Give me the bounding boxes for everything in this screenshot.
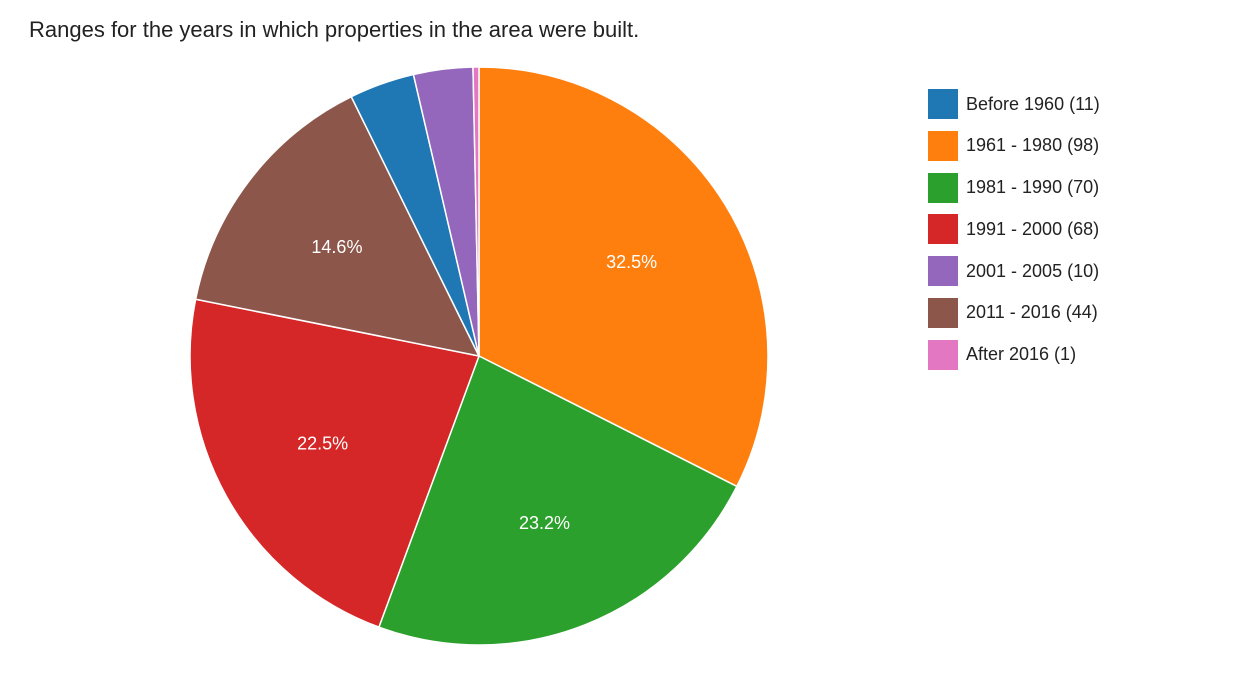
legend-label: 2001 - 2005 (10) bbox=[966, 260, 1100, 281]
pie-slice-labels: 32.5% 23.2% 22.5% 14.6% bbox=[297, 237, 657, 533]
legend-item-1981-1990: 1981 - 1990 (70) bbox=[928, 172, 1100, 203]
legend-swatch bbox=[928, 172, 958, 203]
legend-item-2001-2005: 2001 - 2005 (10) bbox=[928, 256, 1100, 287]
legend-item-1991-2000: 1991 - 2000 (68) bbox=[928, 214, 1100, 245]
legend-swatch bbox=[928, 130, 958, 161]
legend-item-after-2016: After 2016 (1) bbox=[928, 339, 1100, 370]
pie-slice-2011-2016 bbox=[194, 95, 480, 357]
legend-label: Before 1960 (11) bbox=[966, 93, 1100, 114]
pie-slice-label-2011-2016: 14.6% bbox=[311, 237, 362, 257]
legend-swatch bbox=[928, 89, 958, 119]
pie-slices bbox=[189, 66, 769, 646]
legend-swatch bbox=[928, 214, 958, 245]
legend-swatch bbox=[928, 256, 958, 287]
pie-slice-1961-1980 bbox=[478, 66, 769, 488]
pie-slice-after-2016 bbox=[472, 66, 480, 357]
legend-label: 1991 - 2000 (68) bbox=[966, 218, 1100, 239]
pie-slice-1981-1990 bbox=[378, 355, 738, 646]
legend-label: After 2016 (1) bbox=[966, 344, 1077, 365]
legend-label: 1981 - 1990 (70) bbox=[966, 177, 1100, 198]
pie-slice-label-1961-1980: 32.5% bbox=[606, 252, 657, 272]
pie-slice-1991-2000 bbox=[189, 298, 480, 628]
legend-item-before-1960: Before 1960 (11) bbox=[928, 89, 1100, 119]
legend-item-2011-2016: 2011 - 2016 (44) bbox=[928, 297, 1100, 328]
legend-item-1961-1980: 1961 - 1980 (98) bbox=[928, 130, 1100, 161]
legend-label: 1961 - 1980 (98) bbox=[966, 135, 1100, 156]
legend-swatch bbox=[928, 339, 958, 370]
chart-title: Ranges for the years in which properties… bbox=[29, 17, 640, 42]
pie-slice-label-1991-2000: 22.5% bbox=[297, 433, 348, 453]
chart-legend: Before 1960 (11) 1961 - 1980 (98) 1981 - 1… bbox=[928, 89, 1100, 382]
legend-swatch bbox=[928, 297, 958, 328]
pie-slice-label-1981-1990: 23.2% bbox=[519, 513, 570, 533]
legend-label: 2011 - 2016 (44) bbox=[966, 302, 1098, 323]
